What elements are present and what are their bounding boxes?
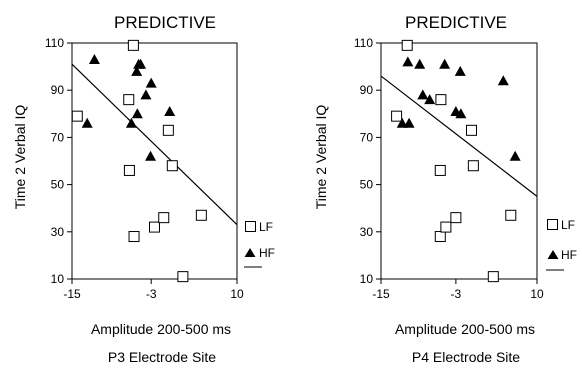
lf-point bbox=[505, 209, 517, 221]
y-ticks: 10 30 50 70 90 110 bbox=[354, 36, 381, 286]
electrode-site-caption: P3 Electrode Site bbox=[108, 349, 216, 365]
hf-point bbox=[140, 89, 152, 100]
fit-line-group bbox=[71, 63, 238, 226]
lf-point bbox=[487, 271, 499, 283]
hf-point bbox=[509, 150, 521, 161]
x-ticks: -15 -3 10 bbox=[63, 279, 244, 301]
y-tick-label: 10 bbox=[360, 272, 374, 286]
hf-point bbox=[455, 108, 467, 119]
lf-point bbox=[158, 212, 170, 224]
hf-point bbox=[403, 117, 415, 128]
x-tick-label: -15 bbox=[63, 287, 81, 301]
y-tick-label: 70 bbox=[360, 130, 374, 144]
hf-point bbox=[497, 75, 509, 86]
lf-point bbox=[434, 164, 446, 176]
legend-lf-marker bbox=[547, 219, 558, 230]
y-tick-label: 110 bbox=[45, 36, 64, 50]
legend: LF HF bbox=[546, 218, 577, 271]
x-tick-label: -15 bbox=[372, 287, 390, 301]
data-points bbox=[71, 39, 207, 283]
legend-hf-label: HF bbox=[561, 248, 577, 262]
lf-point bbox=[467, 160, 479, 172]
y-tick-label: 30 bbox=[360, 225, 374, 239]
lf-point bbox=[123, 164, 135, 176]
y-tick-label: 110 bbox=[354, 36, 373, 50]
y-tick-label: 50 bbox=[360, 178, 374, 192]
plot-area-frame bbox=[71, 42, 238, 280]
y-tick-label: 50 bbox=[51, 178, 65, 192]
y-ticks: 10 30 50 70 90 110 bbox=[45, 36, 72, 286]
hf-point bbox=[131, 108, 143, 119]
x-tick-label: -3 bbox=[146, 287, 157, 301]
hf-point bbox=[125, 117, 137, 128]
x-axis-label: Amplitude 200-500 ms bbox=[91, 321, 231, 337]
legend-hf-marker bbox=[244, 248, 256, 257]
y-tick-label: 70 bbox=[51, 130, 65, 144]
legend-hf-marker bbox=[547, 250, 559, 259]
y-tick-label: 30 bbox=[51, 225, 65, 239]
lf-point bbox=[166, 160, 178, 172]
lf-point bbox=[127, 39, 139, 51]
hf-point bbox=[414, 58, 426, 69]
lf-point bbox=[128, 231, 140, 243]
regression-line bbox=[71, 63, 238, 226]
y-tick-label: 90 bbox=[51, 83, 65, 97]
lf-point bbox=[401, 39, 413, 51]
lf-point bbox=[71, 110, 83, 122]
lf-point bbox=[465, 124, 477, 136]
hf-point bbox=[417, 89, 429, 100]
lf-point bbox=[435, 94, 447, 106]
hf-point bbox=[164, 105, 176, 116]
lf-point bbox=[434, 231, 446, 243]
hf-point bbox=[88, 54, 100, 65]
legend-lf-marker bbox=[245, 221, 256, 232]
hf-point bbox=[135, 58, 147, 69]
y-tick-label: 90 bbox=[360, 83, 374, 97]
hf-point bbox=[439, 58, 451, 69]
legend-lf-label: LF bbox=[561, 218, 575, 232]
legend: LF HF bbox=[244, 220, 275, 268]
x-axis-label: Amplitude 200-500 ms bbox=[395, 321, 535, 337]
y-axis-label: Time 2 Verbal IQ bbox=[12, 105, 28, 210]
chart-title: PREDICTIVE bbox=[405, 13, 507, 32]
electrode-site-caption: P4 Electrode Site bbox=[412, 349, 520, 365]
y-tick-label: 10 bbox=[51, 272, 65, 286]
lf-point bbox=[195, 209, 207, 221]
hf-point bbox=[131, 65, 143, 76]
hf-point bbox=[145, 77, 157, 88]
legend-hf-label: HF bbox=[259, 246, 275, 260]
lf-point bbox=[162, 124, 174, 136]
lf-point bbox=[177, 271, 189, 283]
hf-point bbox=[145, 150, 157, 161]
x-tick-label: 10 bbox=[530, 287, 544, 301]
hf-point bbox=[81, 117, 93, 128]
lf-point bbox=[123, 94, 135, 106]
x-tick-label: -3 bbox=[451, 287, 462, 301]
hf-point bbox=[424, 94, 436, 105]
fit-line-group bbox=[380, 75, 538, 197]
hf-point bbox=[402, 56, 414, 67]
x-tick-label: 10 bbox=[230, 287, 244, 301]
chart-title: PREDICTIVE bbox=[114, 13, 216, 32]
lf-point bbox=[391, 110, 403, 122]
p4-scatter-panel: PREDICTIVE Time 2 Verbal IQ 10 30 50 70 90 11… bbox=[313, 13, 577, 365]
legend-lf-label: LF bbox=[259, 220, 273, 234]
hf-point bbox=[454, 65, 466, 76]
p3-scatter-panel: PREDICTIVE Time 2 Verbal IQ 10 30 50 70 90 11… bbox=[12, 13, 275, 365]
data-points bbox=[391, 39, 521, 283]
lf-point bbox=[450, 212, 462, 224]
lf-point bbox=[149, 221, 160, 233]
plot-area-frame bbox=[380, 42, 538, 280]
y-axis-label: Time 2 Verbal IQ bbox=[313, 105, 329, 210]
lf-point bbox=[440, 221, 452, 233]
regression-line bbox=[380, 75, 538, 197]
x-ticks: -15 -3 10 bbox=[372, 279, 544, 301]
